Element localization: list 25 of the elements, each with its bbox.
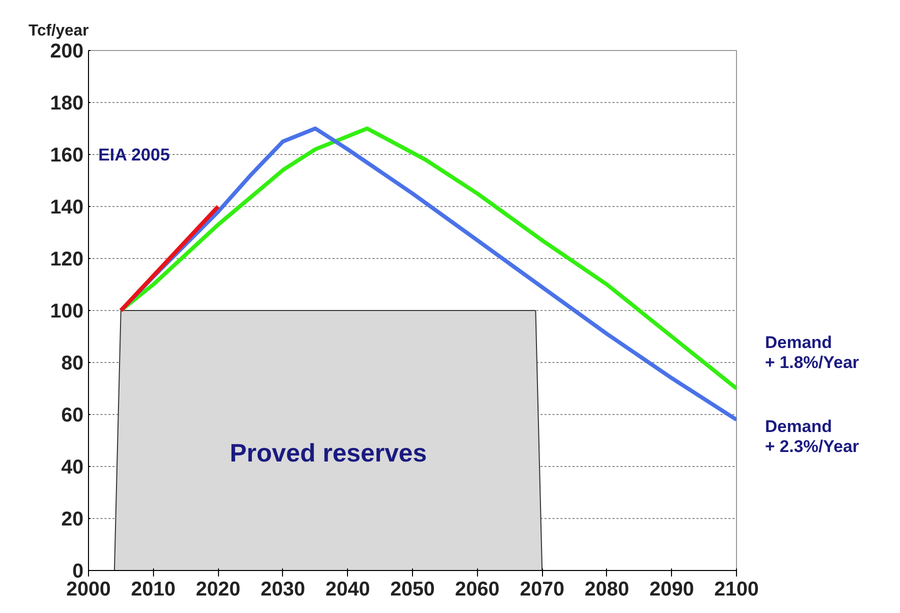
x-tick-label: 2070 — [520, 578, 564, 600]
y-tick-label: 40 — [61, 456, 84, 478]
x-tick-label: 2030 — [260, 578, 306, 600]
x-tick-label: 2100 — [714, 578, 759, 600]
y-tick-label: 60 — [61, 404, 84, 426]
y-tick-label: 100 — [50, 300, 84, 322]
x-tick-label: 2080 — [584, 578, 630, 600]
x-tick-label: 2010 — [131, 578, 176, 600]
x-tick-label: 2050 — [390, 578, 435, 600]
series-label: Demand + 2.3%/Year — [765, 417, 860, 457]
y-tick-label: 180 — [50, 92, 84, 114]
x-tick-label: 2060 — [455, 578, 500, 600]
y-tick-label: 120 — [50, 248, 84, 270]
series-label: Proved reserves — [230, 440, 427, 468]
x-tick-label: 2020 — [196, 578, 240, 600]
y-tick-label: 140 — [50, 196, 84, 218]
y-tick-label: 160 — [50, 144, 84, 166]
y-tick-label: 80 — [61, 352, 84, 374]
annotation: EIA 2005 — [98, 144, 170, 164]
y-tick-label: 200 — [50, 40, 84, 62]
x-tick-label: 2040 — [325, 578, 370, 600]
y-tick-label: 20 — [61, 508, 84, 530]
series-label: Demand + 1.8%/Year — [765, 333, 860, 373]
x-tick-label: 2090 — [649, 578, 694, 600]
y-axis-title: Tcf/year — [28, 22, 89, 40]
